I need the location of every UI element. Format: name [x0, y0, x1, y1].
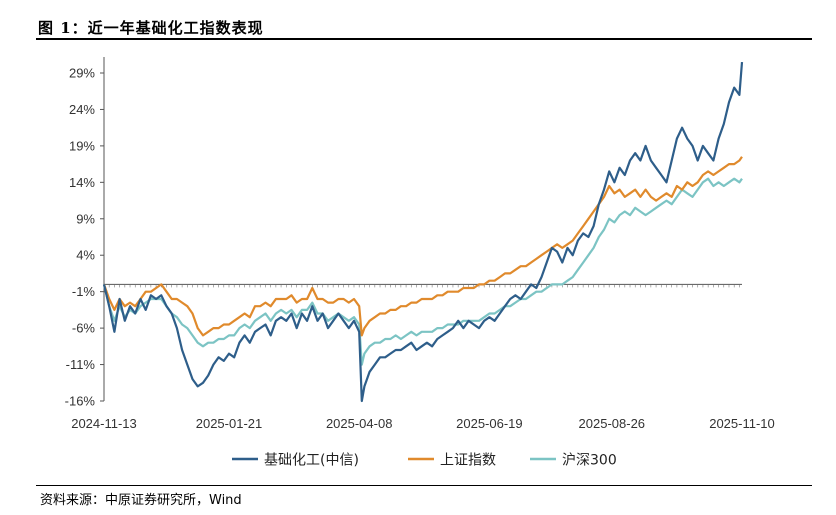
chart-axes: 29% 24% 19% 14% 9% 4% -1% -6% -11% -16% 2024-11-13… [65, 57, 775, 431]
x-tick-label: 2025-11-10 [709, 416, 775, 431]
source-note: 资料来源：中原证券研究所，Wind [40, 493, 242, 508]
legend-label-2: 沪深300 [562, 453, 617, 469]
x-tick-label: 2025-04-08 [326, 416, 393, 431]
series-line-1 [102, 156, 743, 337]
series-line-0 [102, 62, 744, 403]
x-tick-label: 2025-08-26 [579, 416, 646, 431]
y-tick-label: 19% [69, 138, 95, 153]
figure-title: 图 1：近一年基础化工指数表现 [38, 19, 264, 37]
y-tick-label: 9% [76, 211, 95, 226]
y-tick-label: -1% [72, 284, 96, 299]
y-tick-label: -11% [66, 357, 96, 372]
x-tick-label: 2025-01-21 [196, 416, 263, 431]
legend-label-1: 上证指数 [440, 453, 496, 469]
title-rule [36, 38, 812, 40]
chart-lines [102, 62, 744, 403]
footer-rule [36, 485, 812, 486]
x-tick-label: 2024-11-13 [71, 416, 137, 431]
y-tick-label: 4% [76, 248, 95, 263]
y-tick-label: -6% [72, 321, 96, 336]
y-tick-label: 14% [69, 175, 95, 190]
series-line-2 [102, 177, 743, 366]
y-tick-label: 24% [69, 102, 95, 117]
chart-legend: 基础化工(中信) 上证指数 沪深300 [232, 452, 617, 469]
y-tick-label: -16% [65, 394, 96, 409]
legend-label-0: 基础化工(中信) [264, 452, 359, 469]
x-tick-label: 2025-06-19 [456, 416, 523, 431]
y-tick-label: 29% [69, 66, 95, 81]
